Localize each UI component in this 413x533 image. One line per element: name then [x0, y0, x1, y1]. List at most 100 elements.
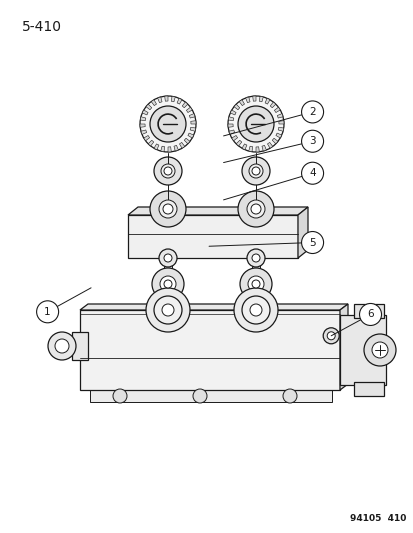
Polygon shape [228, 130, 234, 134]
Circle shape [146, 288, 190, 332]
Circle shape [248, 164, 262, 178]
Bar [90, 390, 331, 402]
Polygon shape [267, 142, 272, 148]
Polygon shape [252, 96, 255, 101]
Circle shape [240, 268, 271, 300]
Bar [72, 332, 88, 360]
Polygon shape [182, 102, 188, 108]
Bar [353, 304, 383, 318]
Circle shape [301, 101, 323, 123]
Polygon shape [259, 96, 263, 102]
Polygon shape [339, 315, 385, 385]
Polygon shape [160, 146, 164, 152]
Bar [353, 382, 383, 396]
Polygon shape [164, 96, 168, 101]
Text: 3: 3 [309, 136, 315, 146]
Polygon shape [270, 102, 275, 108]
Polygon shape [179, 142, 184, 148]
Circle shape [237, 191, 273, 227]
Circle shape [161, 304, 173, 316]
Polygon shape [188, 133, 193, 138]
Polygon shape [143, 135, 149, 141]
Circle shape [159, 276, 176, 292]
Circle shape [192, 389, 206, 403]
Polygon shape [255, 147, 259, 152]
Polygon shape [272, 138, 277, 144]
Polygon shape [261, 146, 266, 151]
Circle shape [301, 162, 323, 184]
Circle shape [247, 249, 264, 267]
Circle shape [252, 254, 259, 262]
Circle shape [140, 96, 195, 152]
Polygon shape [297, 207, 307, 258]
Polygon shape [264, 98, 269, 104]
Polygon shape [190, 127, 195, 131]
Circle shape [154, 296, 182, 324]
Bar [80, 310, 339, 390]
Circle shape [164, 167, 171, 175]
Polygon shape [277, 114, 282, 118]
Circle shape [159, 200, 177, 218]
Circle shape [301, 130, 323, 152]
Bar [164, 258, 171, 310]
Polygon shape [151, 100, 156, 106]
Polygon shape [231, 135, 237, 141]
Text: 5-410: 5-410 [22, 20, 62, 34]
Polygon shape [228, 117, 233, 120]
Circle shape [113, 389, 127, 403]
Polygon shape [168, 147, 171, 152]
Circle shape [152, 268, 183, 300]
Polygon shape [140, 130, 146, 134]
Text: 94105  410: 94105 410 [349, 514, 405, 523]
Polygon shape [186, 107, 192, 112]
Text: 2: 2 [309, 107, 315, 117]
Circle shape [371, 342, 387, 358]
Circle shape [242, 157, 269, 185]
Circle shape [36, 301, 59, 323]
Bar [128, 215, 297, 258]
Polygon shape [233, 104, 239, 110]
Circle shape [252, 167, 259, 175]
Circle shape [282, 389, 296, 403]
Circle shape [247, 200, 264, 218]
Polygon shape [278, 127, 283, 131]
Circle shape [247, 276, 263, 292]
Polygon shape [190, 120, 195, 124]
Polygon shape [146, 104, 152, 110]
Circle shape [326, 332, 335, 340]
Polygon shape [228, 124, 233, 127]
Circle shape [363, 334, 395, 366]
Circle shape [247, 301, 264, 319]
Polygon shape [157, 97, 161, 103]
Polygon shape [339, 304, 347, 390]
Polygon shape [236, 140, 241, 146]
Polygon shape [278, 120, 283, 124]
Circle shape [150, 106, 185, 142]
Circle shape [159, 249, 177, 267]
Circle shape [242, 296, 269, 324]
Circle shape [154, 157, 182, 185]
Polygon shape [248, 146, 252, 152]
Polygon shape [173, 146, 178, 151]
Circle shape [164, 306, 171, 314]
Text: 5: 5 [309, 238, 315, 247]
Circle shape [55, 339, 69, 353]
Circle shape [252, 280, 259, 288]
Polygon shape [230, 110, 235, 115]
Polygon shape [148, 140, 153, 146]
Polygon shape [189, 114, 195, 118]
Polygon shape [275, 133, 281, 138]
Circle shape [161, 164, 175, 178]
Circle shape [237, 106, 273, 142]
Text: 1: 1 [44, 307, 51, 317]
Polygon shape [242, 144, 246, 150]
Circle shape [164, 280, 171, 288]
Circle shape [250, 204, 260, 214]
Circle shape [228, 96, 283, 152]
Polygon shape [140, 124, 145, 127]
Polygon shape [274, 107, 280, 112]
Polygon shape [80, 304, 347, 310]
Circle shape [233, 288, 277, 332]
Polygon shape [140, 117, 145, 120]
Bar [252, 258, 259, 310]
